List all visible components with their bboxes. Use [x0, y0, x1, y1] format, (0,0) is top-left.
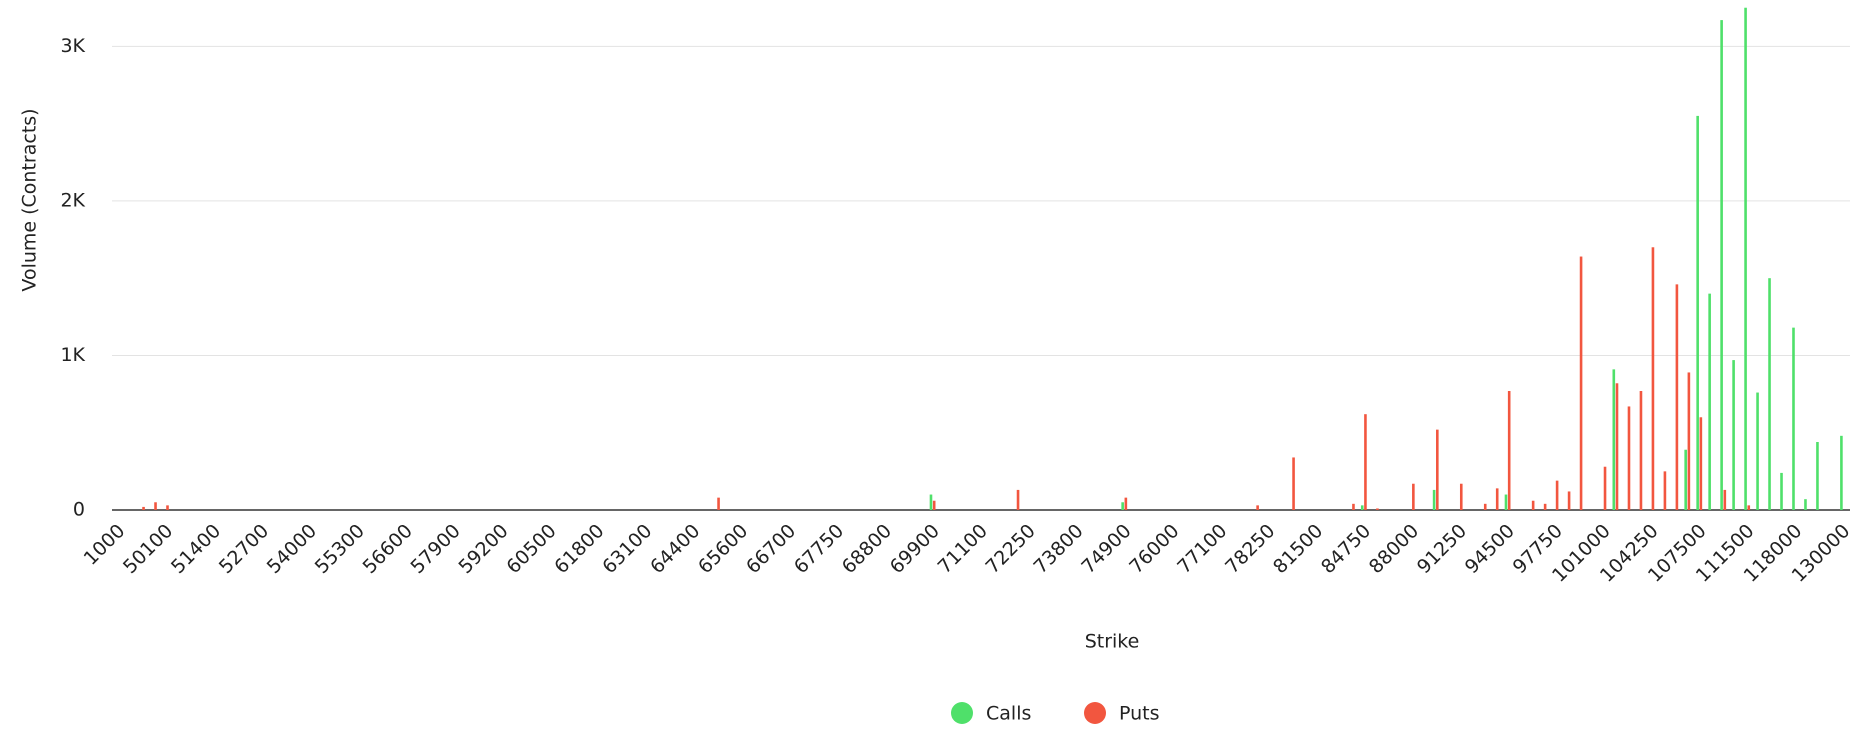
bar: [1687, 372, 1691, 510]
bar: [1804, 499, 1807, 510]
bar: [1675, 284, 1679, 510]
bar: [1696, 115, 1699, 510]
x-tick-label: 56600: [359, 520, 417, 578]
bar: [1615, 383, 1619, 510]
bar: [1627, 406, 1631, 510]
bar: [1124, 497, 1128, 510]
legend-marker[interactable]: [1084, 702, 1106, 724]
x-tick-label: 63100: [598, 520, 656, 578]
x-tick-label: 72250: [982, 520, 1040, 578]
bar: [1507, 391, 1511, 510]
x-tick-label: 61800: [550, 520, 608, 578]
x-tick-label: 77100: [1173, 520, 1231, 578]
bar: [1292, 457, 1295, 510]
bar: [932, 500, 936, 510]
bar: [1364, 414, 1367, 510]
x-tick-label: 84750: [1317, 520, 1375, 578]
bar: [929, 494, 933, 510]
bar: [166, 505, 169, 510]
bar: [1459, 483, 1463, 510]
bar: [1756, 392, 1759, 510]
bar: [1663, 471, 1667, 510]
bar: [1684, 449, 1687, 510]
x-tick-label: 60500: [502, 520, 560, 578]
x-axis-title: Strike: [1085, 631, 1140, 653]
bar: [1555, 480, 1559, 510]
bar: [1256, 505, 1259, 510]
bar: [1720, 20, 1723, 510]
bar: [1612, 369, 1616, 510]
bar: [1376, 508, 1379, 510]
bar: [1732, 360, 1735, 510]
bar: [1603, 466, 1607, 510]
bar: [1432, 489, 1436, 510]
x-tick-label: 67750: [790, 520, 848, 578]
bar: [1639, 391, 1643, 510]
bar: [1352, 503, 1355, 510]
bar: [1531, 500, 1535, 510]
bar: [1840, 435, 1843, 510]
x-tick-label: 88000: [1365, 520, 1423, 578]
x-tick-label: 57900: [407, 520, 465, 578]
bar: [717, 497, 720, 510]
x-tick-label: 73800: [1029, 520, 1087, 578]
y-axis-title: Volume (Contracts): [19, 108, 41, 291]
bar: [1567, 491, 1571, 510]
bar: [1747, 505, 1751, 510]
bar: [1436, 429, 1439, 510]
bar: [1495, 488, 1499, 510]
bar: [142, 506, 145, 510]
x-tick-label: 78250: [1221, 520, 1279, 578]
x-tick-label: 66700: [742, 520, 800, 578]
bar: [154, 502, 157, 510]
bar: [1699, 417, 1703, 510]
x-tick-label: 81500: [1269, 520, 1327, 578]
y-tick-label: 0: [73, 499, 85, 521]
x-tick-label: 59200: [454, 520, 512, 578]
legend-marker[interactable]: [951, 702, 973, 724]
y-tick-label: 2K: [60, 189, 85, 211]
x-tick-label: 71100: [934, 520, 992, 578]
x-tick-label: 50100: [119, 520, 177, 578]
bar: [1016, 489, 1020, 510]
legend-label[interactable]: Puts: [1119, 703, 1160, 725]
bar: [1816, 442, 1819, 510]
bar: [1412, 483, 1415, 510]
bar: [1121, 502, 1124, 510]
bar: [1744, 7, 1747, 511]
bar: [1780, 472, 1783, 510]
bar: [1792, 327, 1795, 510]
bar: [1504, 494, 1508, 510]
bar: [1723, 489, 1727, 510]
bar: [1483, 503, 1487, 510]
bar: [1768, 278, 1771, 510]
x-tick-label: 94500: [1461, 520, 1519, 578]
x-tick-label: 68800: [838, 520, 896, 578]
x-tick-label: 76000: [1125, 520, 1183, 578]
x-tick-label: 54000: [263, 520, 321, 578]
x-tick-label: 64400: [646, 520, 704, 578]
x-tick-label: 55300: [311, 520, 369, 578]
x-tick-label: 74900: [1077, 520, 1135, 578]
x-tick-label: 91250: [1413, 520, 1471, 578]
bar: [1651, 247, 1655, 511]
legend-label[interactable]: Calls: [986, 703, 1031, 725]
y-tick-label: 3K: [60, 35, 85, 57]
x-tick-label: 52700: [215, 520, 273, 578]
bar: [1708, 293, 1711, 510]
bar: [1543, 503, 1547, 510]
y-tick-label: 1K: [60, 344, 85, 366]
bar: [1360, 505, 1364, 510]
x-tick-label: 65600: [694, 520, 752, 578]
x-tick-label: 51400: [167, 520, 225, 578]
bar: [1579, 256, 1583, 510]
x-tick-label: 69900: [886, 520, 944, 578]
